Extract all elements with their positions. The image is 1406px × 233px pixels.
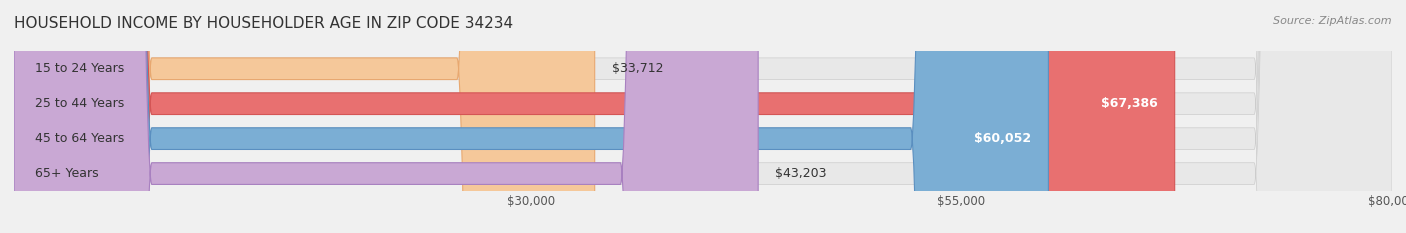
Text: $43,203: $43,203 xyxy=(775,167,827,180)
Text: 25 to 44 Years: 25 to 44 Years xyxy=(35,97,124,110)
FancyBboxPatch shape xyxy=(14,0,1392,233)
FancyBboxPatch shape xyxy=(14,0,1392,233)
Text: 65+ Years: 65+ Years xyxy=(35,167,98,180)
Text: Source: ZipAtlas.com: Source: ZipAtlas.com xyxy=(1274,16,1392,26)
FancyBboxPatch shape xyxy=(14,0,1392,233)
FancyBboxPatch shape xyxy=(14,0,595,233)
Text: $67,386: $67,386 xyxy=(1101,97,1157,110)
Text: $60,052: $60,052 xyxy=(974,132,1031,145)
Text: 45 to 64 Years: 45 to 64 Years xyxy=(35,132,124,145)
Text: HOUSEHOLD INCOME BY HOUSEHOLDER AGE IN ZIP CODE 34234: HOUSEHOLD INCOME BY HOUSEHOLDER AGE IN Z… xyxy=(14,16,513,31)
Text: 15 to 24 Years: 15 to 24 Years xyxy=(35,62,124,75)
FancyBboxPatch shape xyxy=(14,0,1392,233)
FancyBboxPatch shape xyxy=(14,0,758,233)
FancyBboxPatch shape xyxy=(14,0,1049,233)
Text: $33,712: $33,712 xyxy=(612,62,664,75)
FancyBboxPatch shape xyxy=(14,0,1174,233)
